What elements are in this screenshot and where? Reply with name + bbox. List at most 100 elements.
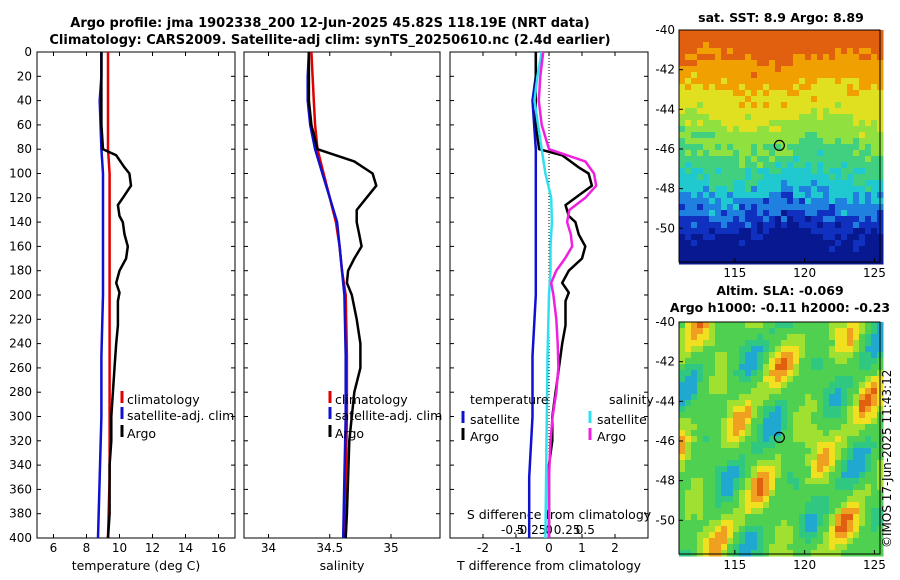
map_sla-map-cell (841, 358, 848, 365)
map_sla-map-cell (781, 430, 788, 437)
map_sla-map-cell (733, 406, 740, 413)
map_sla-map-cell (859, 490, 866, 497)
map_sst-map-cell (679, 120, 686, 127)
map_sla-map-cell (817, 412, 824, 419)
map_sst-map-cell (733, 54, 740, 61)
map_sla-map-cell (697, 496, 704, 503)
y-tick-label: 400 (9, 531, 32, 545)
map_sla-map-cell (793, 532, 800, 539)
map_sla-map-cell (823, 370, 830, 377)
x-axis-label: temperature (deg C) (72, 558, 201, 573)
map_sst-map-cell (811, 42, 818, 49)
map_sst-map-cell (727, 126, 734, 133)
map_sst-map-cell (793, 120, 800, 127)
map_sla-map-cell (757, 502, 764, 509)
map_sst-map-cell (805, 138, 812, 145)
map_sst-map-frame (678, 29, 881, 263)
map_sst-map-cell (721, 36, 728, 43)
map_sla-map-cell (871, 436, 878, 443)
map_sst-map-cell (853, 162, 860, 169)
map_sla-map-cell (691, 496, 698, 503)
map_sla-map-cell (691, 472, 698, 479)
map_sst-map-cell (769, 114, 776, 121)
map_sla-map-cell (739, 520, 746, 527)
map_sst-map-cell (703, 138, 710, 145)
map_sst-map-cell (823, 222, 830, 229)
map_sst-map-cell (817, 186, 824, 193)
map_sla-map-cell (733, 526, 740, 533)
map_sst-map-cell (769, 108, 776, 115)
map_sla-map-cell (859, 496, 866, 503)
map_sla-map-cell (835, 382, 842, 389)
map_sla-map-cell (817, 478, 824, 485)
map_sla-map-cell (865, 340, 872, 347)
map_sla-map-cell (817, 340, 824, 347)
map_sst-map-cell (751, 120, 758, 127)
map_sst-map-cell (685, 162, 692, 169)
map_sst-map-cell (781, 210, 788, 217)
map_sst-map-cell (871, 228, 878, 235)
map_sla-map-cell (757, 550, 764, 557)
map_sst-map-cell (679, 36, 686, 43)
map_sla-map-cell (853, 418, 860, 425)
map_sla-map-cell (871, 502, 878, 509)
map_sst-map-cell (817, 162, 824, 169)
map_sla-map-cell (733, 448, 740, 455)
map_sla-map-cell (811, 460, 818, 467)
map_sla-map-cell (709, 358, 716, 365)
map_sla-map-cell (817, 514, 824, 521)
map_sla-map-cell (847, 406, 854, 413)
map_sla-map-cell (721, 508, 728, 515)
map_sst-map-cell (817, 54, 824, 61)
map_sla-map-cell (715, 484, 722, 491)
map_sla-map-cell (769, 388, 776, 395)
map_sla-map-cell (697, 544, 704, 551)
map_sst-map-cell (853, 66, 860, 73)
map_sst-map-cell (841, 174, 848, 181)
map_sst-map-cell (817, 210, 824, 217)
map_sst-map-cell (805, 102, 812, 109)
argo-location-marker (773, 431, 785, 444)
map_sst-map-cell (769, 144, 776, 151)
map_sla-map-cell (745, 340, 752, 347)
map_sla-map-cell (835, 436, 842, 443)
map_sla-map-cell (769, 502, 776, 509)
map_sst-map-cell (757, 162, 764, 169)
map_sst-map-cell (865, 72, 872, 79)
map_sla-map-cell (745, 400, 752, 407)
map_sst-map-cell (685, 66, 692, 73)
y-tick-label: 60 (17, 118, 32, 132)
map_sla-map-cell (835, 520, 842, 527)
map_sst-map-cell (871, 156, 878, 163)
map_sst-map-cell (733, 186, 740, 193)
map_sst-map-cell (751, 54, 758, 61)
map_sst-map-cell (757, 60, 764, 67)
map_sst-map-cell (703, 234, 710, 241)
map_sst-map-cell (709, 132, 716, 139)
map_sla-map-cell (715, 370, 722, 377)
map_sla-map-cell (679, 340, 686, 347)
map_sst-map-cell (763, 246, 770, 253)
map_sla-map-cell (781, 358, 788, 365)
map_sst-map-cell (859, 198, 866, 205)
map_sla-map-cell (799, 322, 806, 329)
map_sla-map-cell (751, 520, 758, 527)
map_sst-map-cell (871, 180, 878, 187)
map_sst-map-cell (775, 150, 782, 157)
map_sla-map-cell (811, 358, 818, 365)
map_sst-map-cell (829, 180, 836, 187)
map_sst-map-cell (835, 150, 842, 157)
map_sla-map-cell (865, 538, 872, 545)
map_sst-map-cell (805, 180, 812, 187)
map_sst-map-cell (799, 42, 806, 49)
map_sst-map-cell (739, 48, 746, 55)
map_sla-map-cell (691, 400, 698, 407)
map_sst-map-cell (853, 180, 860, 187)
map_sst-map-cell (733, 48, 740, 55)
map_sla-map-cell (715, 526, 722, 533)
map_sla-map-cell (823, 352, 830, 359)
map_sla-map-cell (805, 322, 812, 329)
map_sla-map-cell (679, 544, 686, 551)
map_sst-map-cell (823, 66, 830, 73)
map_sla-map-cell (745, 388, 752, 395)
